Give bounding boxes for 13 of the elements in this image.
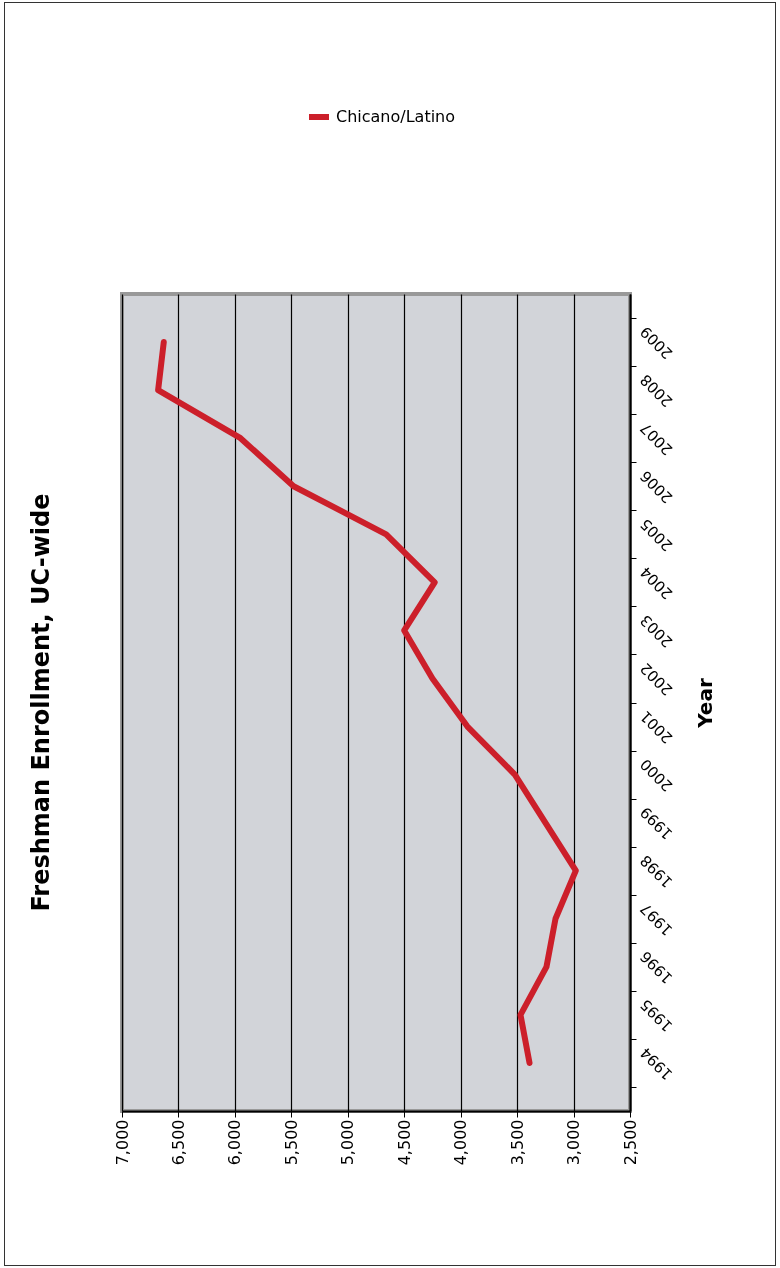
x-tick-label: 3,500 <box>507 1119 527 1166</box>
x-tick-label: 6,500 <box>168 1119 188 1166</box>
x-tick-label: 5,500 <box>281 1119 301 1166</box>
x-tick-label: 2,500 <box>620 1119 640 1166</box>
text: Freshman Enrollment, UC-wide <box>27 493 55 912</box>
x-tick-label: 7,000 <box>112 1119 132 1166</box>
x-tick-label: 3,000 <box>564 1119 584 1166</box>
legend-label: Chicano/Latino <box>336 107 456 126</box>
x-tick-label: 6,000 <box>225 1119 245 1166</box>
y-axis-title: Year <box>692 678 717 729</box>
x-tick-label: 4,000 <box>451 1119 471 1166</box>
x-tick-label: 5,000 <box>338 1119 358 1166</box>
x-tick-label: 4,500 <box>394 1119 414 1166</box>
